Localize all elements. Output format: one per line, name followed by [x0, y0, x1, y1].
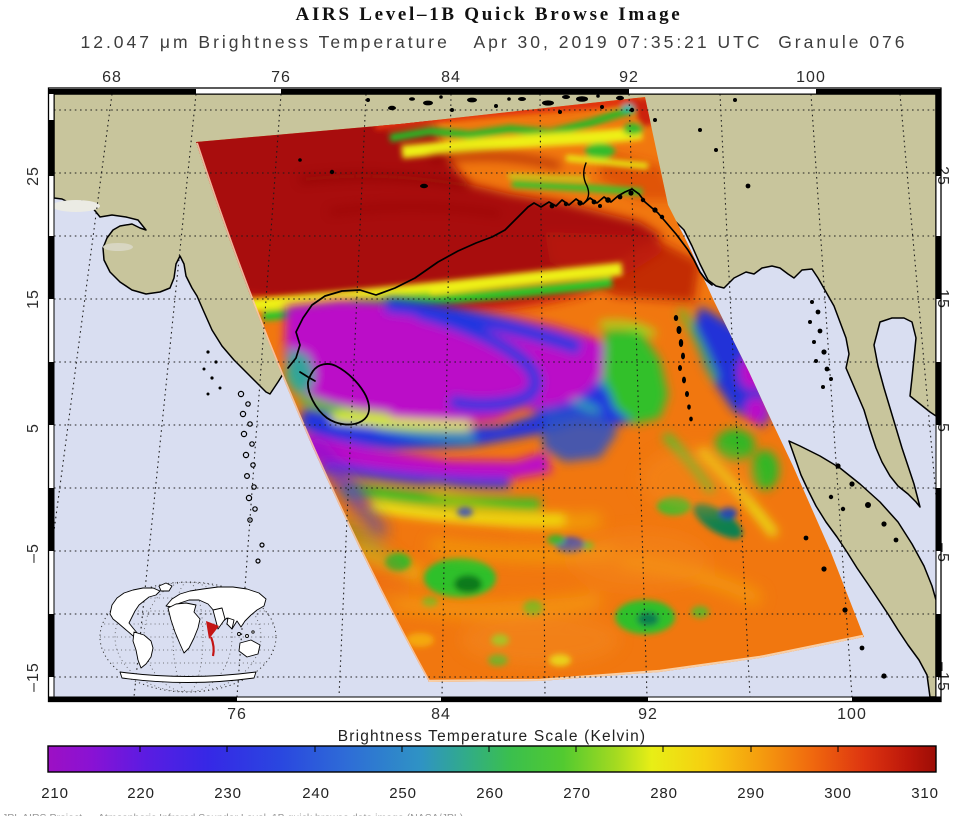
svg-text:84: 84: [431, 706, 451, 723]
svg-text:260: 260: [476, 785, 503, 802]
svg-text:280: 280: [650, 785, 677, 802]
svg-text:92: 92: [619, 69, 639, 86]
svg-text:–15: –15: [25, 662, 42, 692]
svg-text:240: 240: [302, 785, 329, 802]
svg-text:25: 25: [25, 166, 42, 186]
svg-text:5: 5: [25, 423, 42, 433]
svg-text:100: 100: [796, 69, 826, 86]
svg-text:Brightness Temperature Scale (: Brightness Temperature Scale (Kelvin): [338, 728, 647, 745]
svg-text:270: 270: [563, 785, 590, 802]
svg-text:68: 68: [102, 69, 122, 86]
svg-text:–5: –5: [25, 543, 42, 563]
svg-text:76: 76: [227, 706, 247, 723]
svg-text:300: 300: [824, 785, 851, 802]
svg-text:92: 92: [638, 706, 658, 723]
svg-text:84: 84: [441, 69, 461, 86]
svg-text:250: 250: [389, 785, 416, 802]
svg-text:12.047 μm Brightness Temperatu: 12.047 μm Brightness Temperature Apr 30,…: [80, 32, 907, 52]
svg-text:AIRS Level–1B Quick Browse Ima: AIRS Level–1B Quick Browse Image: [296, 4, 683, 25]
svg-text:JPL AIRS Project — Atmospheric: JPL AIRS Project — Atmospheric Infrared …: [2, 812, 463, 816]
svg-text:210: 210: [41, 785, 68, 802]
svg-text:290: 290: [737, 785, 764, 802]
svg-text:230: 230: [214, 785, 241, 802]
svg-text:100: 100: [837, 706, 867, 723]
svg-text:15: 15: [25, 289, 42, 309]
svg-text:5: 5: [934, 423, 951, 433]
svg-text:76: 76: [271, 69, 291, 86]
svg-text:310: 310: [911, 785, 938, 802]
svg-text:220: 220: [127, 785, 154, 802]
